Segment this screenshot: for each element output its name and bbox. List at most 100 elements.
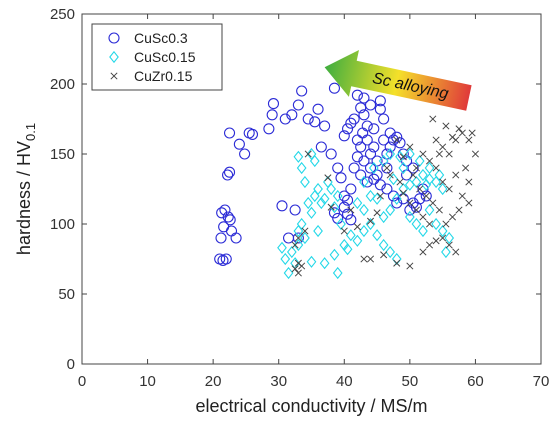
y-tick-label: 250 [50,6,75,23]
plot-frame [81,13,542,365]
data-point [233,138,245,150]
data-point [355,102,367,114]
data-point [325,148,337,160]
data-point [434,168,445,182]
data-point [294,234,302,242]
data-point [219,204,231,216]
data-point [309,154,320,168]
data-point [342,243,353,256]
data-point [286,245,297,259]
data-point [327,203,335,211]
data-point [293,238,304,252]
data-point [385,245,396,259]
data-point [286,109,298,121]
data-point [289,204,301,216]
data-point [338,130,350,142]
data-point [458,129,466,137]
y-tick-label: 50 [58,286,75,303]
legend-marker-shape [110,72,118,80]
data-point [371,155,383,167]
data-point [401,155,413,167]
data-point [301,227,309,235]
data-point [300,231,310,245]
y-tick-label: 150 [50,146,75,163]
legend-marker-circle [108,32,120,44]
data-point [368,173,380,185]
data-point [298,262,306,270]
data-point [445,150,453,158]
legend-label: CuSc0.3 [134,30,188,46]
data-point [319,257,330,270]
data-point [442,122,450,130]
data-point [455,206,463,214]
data-point [414,154,425,168]
data-point [401,169,413,181]
data-point [293,150,304,163]
data-point [312,103,324,115]
data-point [468,129,476,137]
data-point [353,223,361,231]
data-point [364,99,377,111]
data-point [332,189,343,203]
data-point [388,173,399,186]
data-point [345,229,356,242]
data-point [418,168,428,182]
data-point [280,252,291,266]
data-point [342,194,354,206]
data-point [455,125,463,133]
data-point [385,147,396,161]
data-point [395,150,405,163]
data-point [404,210,415,224]
data-point [292,99,304,111]
data-point [364,148,377,160]
data-point [359,175,369,189]
data-points [214,82,479,280]
x-tick-label: 0 [78,373,86,390]
legend-entry-cuzr015: CuZr0.15 [110,68,193,84]
data-point [348,113,360,125]
legend-marker-shape [109,50,119,64]
data-point [374,103,386,115]
data-point [441,245,451,259]
data-point [391,192,402,205]
x-tick-label: 40 [336,373,353,390]
data-point [300,175,310,189]
data-point [374,95,386,107]
data-point [324,174,332,182]
y-axis-label-sub: 0.1 [23,123,38,141]
data-point [222,211,234,223]
data-point [368,141,380,153]
data-point [359,224,369,238]
data-point [358,92,370,104]
data-point [360,255,368,263]
series-cusc015 [277,147,455,280]
data-point [396,178,404,186]
data-point [424,161,435,175]
data-point [404,147,415,161]
data-point [452,171,460,179]
x-tick-label: 50 [402,373,419,390]
data-point [439,234,447,242]
x-tick-label: 60 [467,373,484,390]
data-point [429,199,437,207]
legend-label: CuZr0.15 [134,68,193,84]
data-point [448,133,457,141]
data-point [381,162,393,174]
data-point [319,192,330,205]
data-point [462,164,470,172]
data-point [385,203,396,217]
data-point [283,266,294,280]
legend-entry-cusc015: CuSc0.15 [109,49,196,65]
data-point [373,209,381,217]
data-point [425,157,434,165]
data-point [222,169,234,181]
legend-marker-shape [108,32,120,44]
data-point [230,232,242,244]
data-point [372,229,382,242]
data-point [366,217,375,225]
data-point [439,178,447,186]
data-point [335,172,347,184]
y-tick-label: 100 [50,216,75,233]
data-point [376,192,384,200]
